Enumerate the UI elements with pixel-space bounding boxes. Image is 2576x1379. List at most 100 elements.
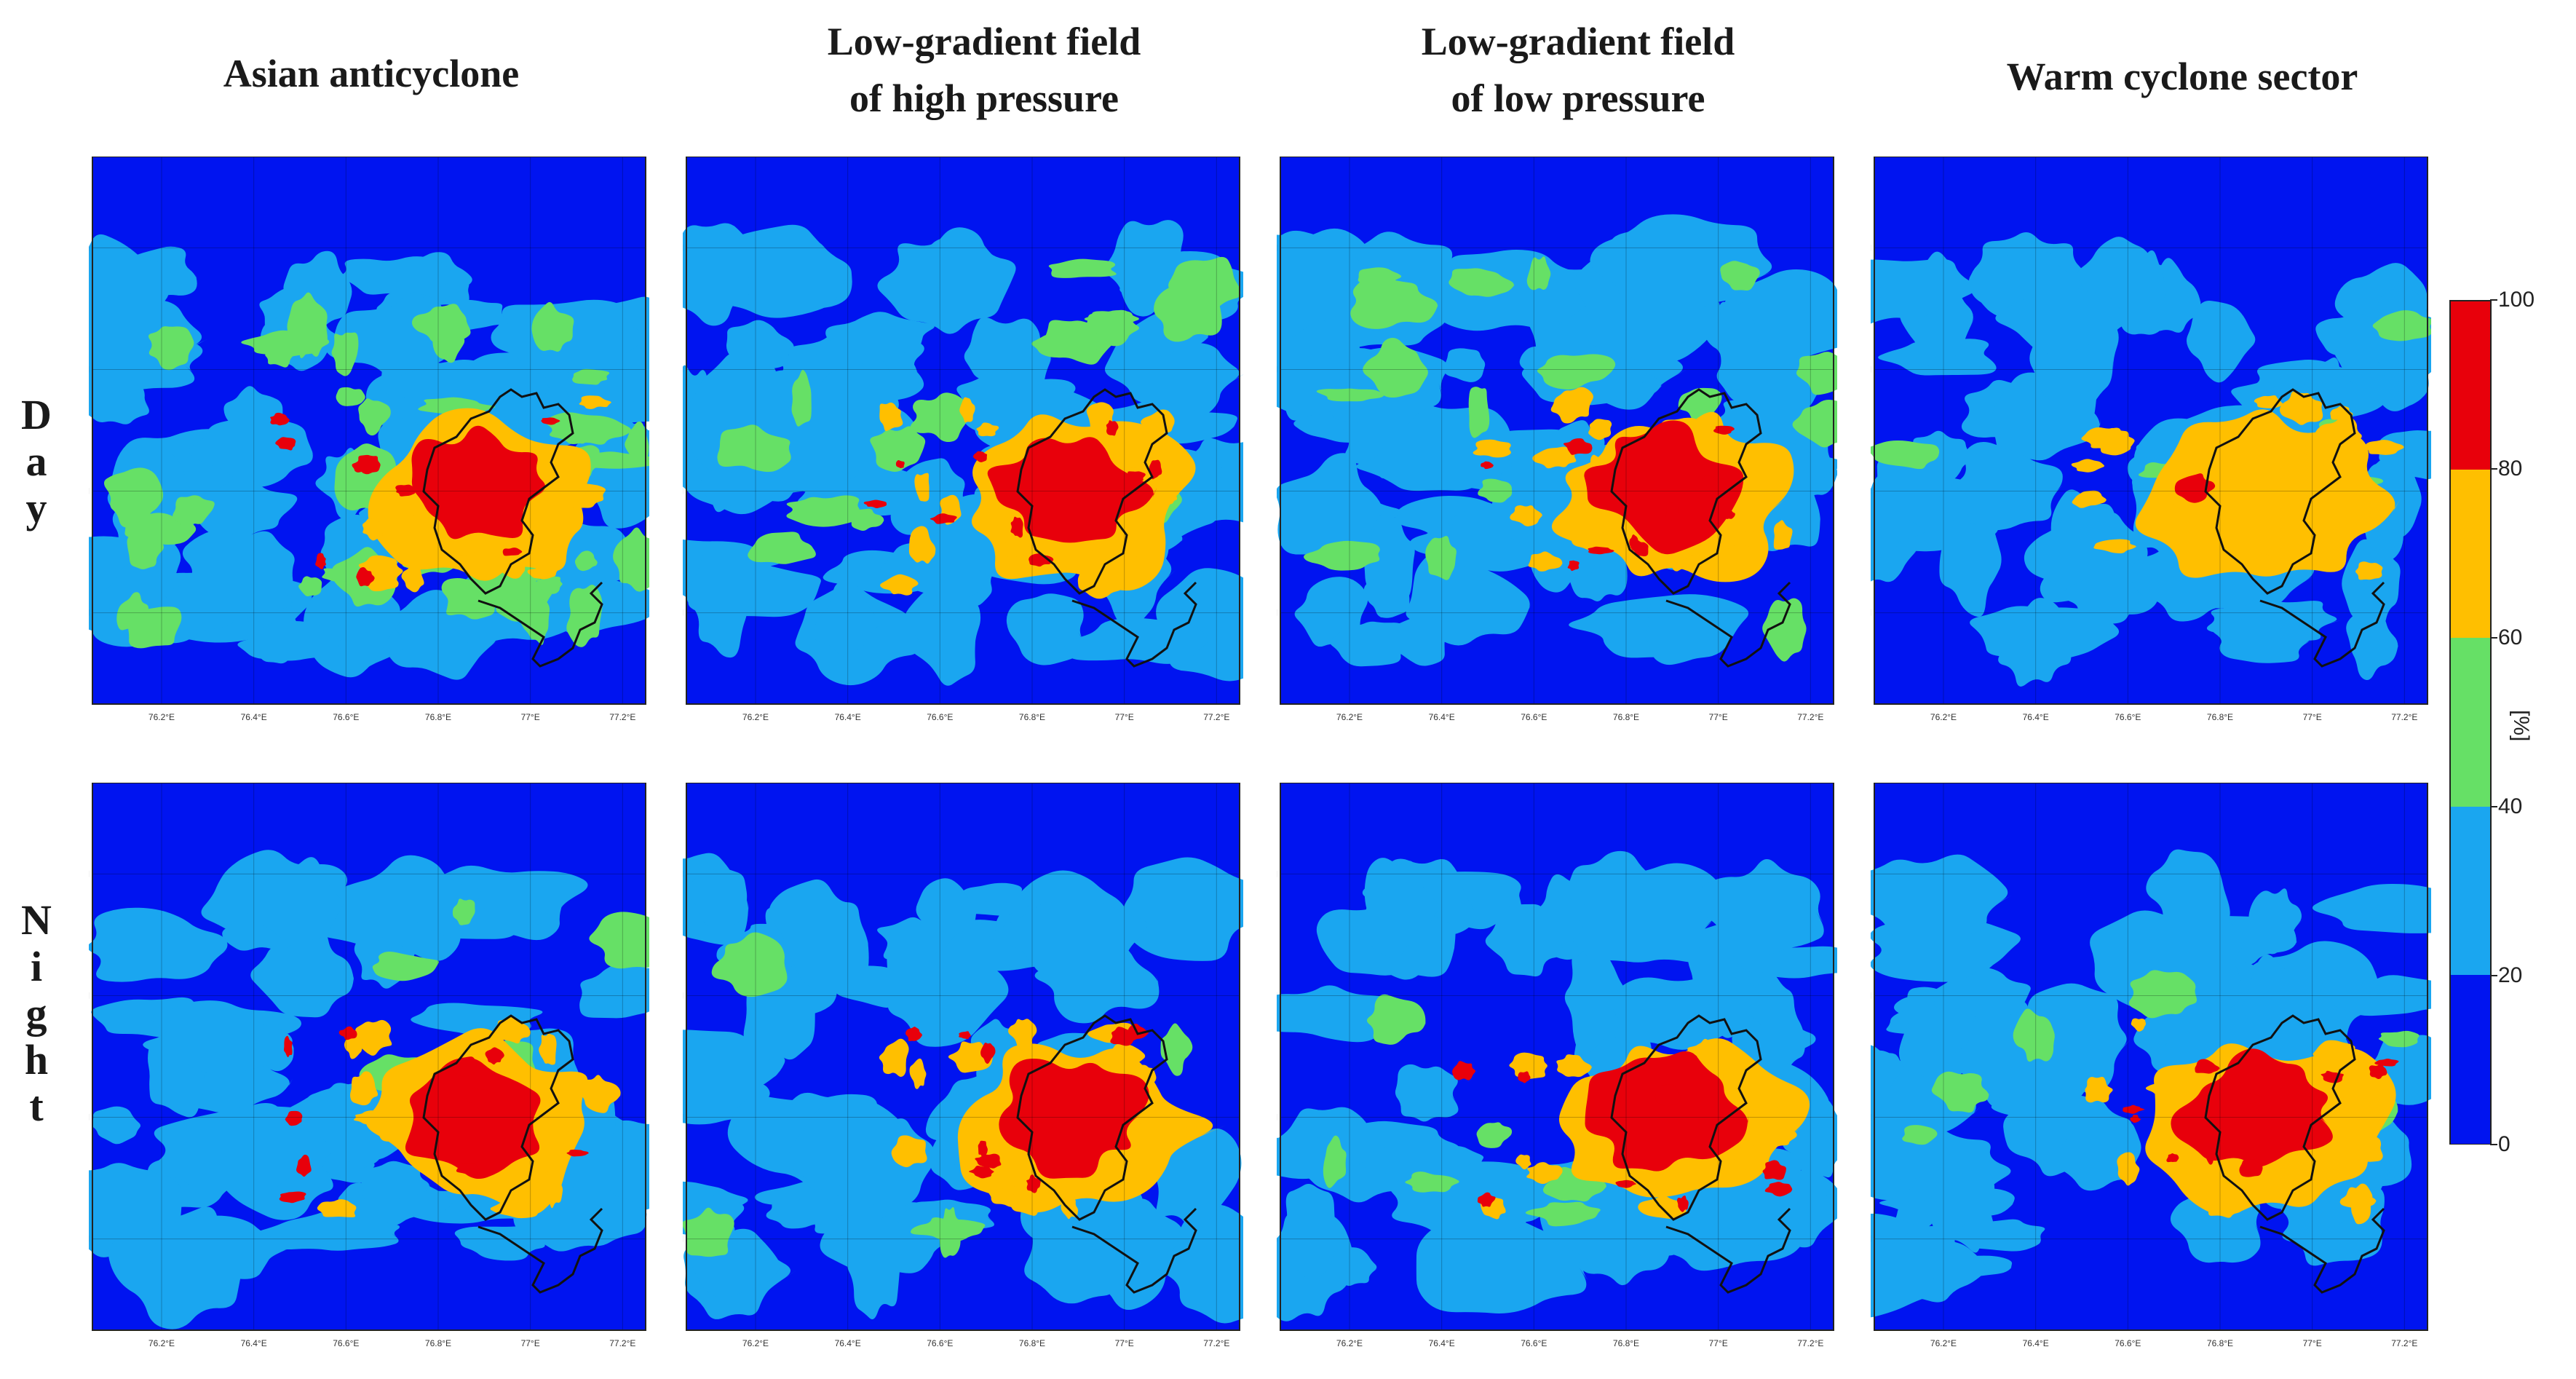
contour-80-100 — [1609, 1129, 1622, 1142]
contour-20-40 — [2118, 248, 2166, 335]
contour-20-40 — [1871, 854, 2013, 939]
contour-40-60 — [1448, 268, 1515, 297]
contour-40-60 — [1031, 330, 1111, 358]
contour-20-40 — [1006, 593, 1085, 665]
contour-40-60 — [748, 532, 817, 564]
contour-80-100 — [1567, 560, 1580, 572]
contour-40-60 — [870, 426, 926, 473]
contour-60-80 — [1556, 1054, 1593, 1078]
terrain-line — [2259, 581, 2385, 668]
contour-80-100 — [2166, 1153, 2179, 1163]
x-tick-label: 76.2°E — [1930, 1338, 1957, 1348]
contour-80-100 — [1477, 1192, 1496, 1207]
contour-80-100 — [975, 1153, 1002, 1169]
contour-20-40 — [877, 917, 953, 964]
contour-80-100 — [2171, 1048, 2333, 1167]
contour-80-100 — [502, 548, 523, 556]
contour-40-60 — [1792, 399, 1837, 448]
x-tick-label: 77°E — [521, 1338, 540, 1348]
contour-80-100 — [443, 489, 473, 498]
x-tick-label: 76.6°E — [2115, 712, 2141, 722]
contour-40-60 — [1537, 354, 1616, 390]
x-tick-label: 76.2°E — [742, 712, 769, 722]
contour-60-80 — [435, 538, 481, 556]
contour-20-40 — [1716, 336, 1829, 416]
contour-80-100 — [485, 1047, 505, 1065]
contour-60-80 — [2347, 1134, 2383, 1162]
x-tick-label: 77.2°E — [2391, 712, 2417, 722]
contour-20-40 — [1957, 441, 2064, 531]
contour-80-100 — [285, 1110, 303, 1126]
panel-frame — [686, 783, 1240, 1331]
panel-frame — [92, 783, 646, 1331]
contour-40-60 — [786, 495, 860, 527]
contour-20-40 — [1389, 615, 1447, 666]
contour-40-60 — [1762, 598, 1808, 662]
contour-60-80 — [350, 1071, 379, 1106]
contour-20-40 — [2321, 975, 2431, 1016]
contour-60-80 — [353, 1110, 389, 1125]
terrain-line — [2259, 1207, 2385, 1294]
row-letter: i — [30, 943, 43, 990]
x-tick-label: 76.6°E — [927, 1338, 953, 1348]
contour-40-60 — [298, 576, 322, 596]
contour-40-60 — [1871, 440, 1940, 470]
contour-20-40 — [189, 477, 298, 541]
row-letter: g — [25, 989, 47, 1037]
contour-40-60 — [1160, 1023, 1194, 1076]
contour-60-80 — [1054, 1172, 1071, 1198]
contour-20-40 — [788, 1095, 917, 1188]
contour-20-40 — [814, 581, 882, 657]
contour-20-40 — [2243, 954, 2321, 1064]
contour-20-40 — [1645, 595, 1733, 665]
contour-40-60 — [103, 467, 165, 529]
contour-40-60 — [1405, 1171, 1461, 1193]
contour-20-40 — [579, 963, 649, 1019]
contour-60-80 — [527, 565, 558, 580]
column-title-line1: Warm cyclone sector — [2006, 55, 2358, 98]
colorbar-tick-mark — [2490, 975, 2497, 976]
contour-60-80 — [401, 562, 424, 593]
x-tick-label: 77°E — [1709, 1338, 1728, 1348]
contour-60-80 — [379, 1122, 410, 1142]
contour-60-80 — [2071, 459, 2106, 473]
contour-80-100 — [1026, 1174, 1041, 1193]
y-tick-label: 43.2°N — [89, 1113, 90, 1123]
contour-80-100 — [275, 437, 296, 451]
contour-80-100 — [1615, 1180, 1637, 1188]
contour-20-40 — [1579, 863, 1724, 963]
contour-60-80 — [909, 1058, 927, 1089]
contour-40-60 — [1476, 1122, 1513, 1148]
contour-40-60 — [331, 332, 359, 376]
contour-80-100 — [411, 425, 550, 540]
contour-80-100 — [2206, 1142, 2216, 1165]
contour-80-100 — [541, 417, 560, 425]
contour-60-80 — [1515, 1154, 1531, 1170]
contour-40-60 — [939, 1206, 961, 1258]
contour-80-100 — [1518, 1071, 1531, 1083]
contour-20-40 — [877, 227, 1016, 334]
contour-60-80 — [2365, 440, 2405, 455]
colorbar-tick-mark — [2490, 806, 2497, 807]
contour-40-60 — [1323, 1135, 1347, 1188]
x-tick-label: 76.4°E — [1429, 712, 1455, 722]
terrain-line — [1071, 581, 1197, 668]
contour-80-100 — [315, 553, 326, 569]
contour-20-40 — [1491, 452, 1551, 551]
contour-60-80 — [1473, 439, 1511, 458]
contour-60-80 — [2300, 435, 2326, 459]
terrain-line — [1665, 1207, 1791, 1294]
contour-60-80 — [1077, 569, 1122, 599]
contour-80-100 — [296, 1154, 312, 1177]
contour-40-60 — [566, 585, 603, 647]
contour-80-100 — [1629, 534, 1638, 552]
contour-40-60 — [358, 398, 392, 436]
x-tick-label: 77.2°E — [1203, 1338, 1229, 1348]
contour-80-100 — [456, 1163, 480, 1176]
contour-80-100 — [2130, 1114, 2141, 1123]
map-panel-night-asian-anticyclone: 76.2°E 76.4°E 76.6°E 76.8°E 77°E 77.2°E 43.6°N… — [89, 783, 649, 1359]
map-plot: 76.2°E 76.4°E 76.6°E 76.8°E 77°E 77.2°E 43.6°N… — [89, 157, 649, 722]
contour-80-100 — [1065, 491, 1086, 504]
contour-60-80 — [2355, 561, 2383, 580]
contour-40-60 — [1468, 387, 1490, 438]
